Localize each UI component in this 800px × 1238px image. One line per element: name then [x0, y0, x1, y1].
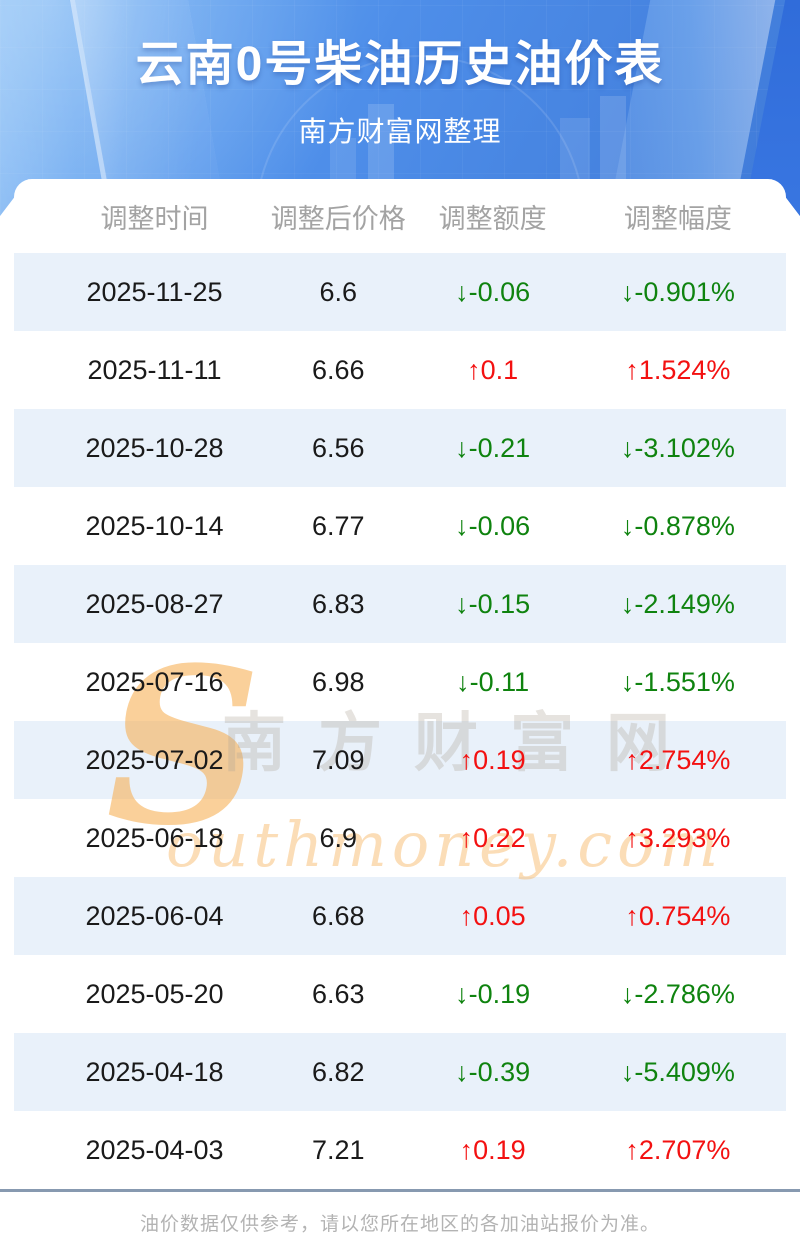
date-cell: 2025-07-02: [85, 744, 224, 775]
rate-cell: ↓-0.878%: [620, 510, 735, 541]
table-header-row: 调整时间 调整后价格 调整额度 调整幅度: [14, 179, 786, 253]
date-cell: 2025-05-20: [85, 978, 224, 1009]
date-cell: 2025-08-27: [85, 588, 224, 619]
rate-cell: ↓-2.786%: [620, 978, 735, 1009]
table-rows: 2025-11-25 6.6 ↓-0.06 ↓-0.901% 2025-11-1…: [14, 253, 786, 1189]
price-cell: 6.68: [311, 900, 365, 931]
table-row: 2025-11-11 6.66 ↑0.1 ↑1.524%: [14, 331, 786, 409]
rate-cell: ↑1.524%: [625, 354, 731, 385]
table-row: 2025-06-04 6.68 ↑0.05 ↑0.754%: [14, 877, 786, 955]
date-cell: 2025-11-25: [86, 276, 223, 307]
rate-cell: ↓-5.409%: [620, 1056, 735, 1087]
table-row: 2025-10-14 6.77 ↓-0.06 ↓-0.878%: [14, 487, 786, 565]
rate-cell: ↑3.293%: [625, 822, 731, 853]
date-cell: 2025-11-11: [87, 354, 222, 385]
price-cell: 6.82: [311, 1056, 365, 1087]
change-cell: ↓-0.06: [455, 276, 531, 307]
table-row: 2025-04-18 6.82 ↓-0.39 ↓-5.409%: [14, 1033, 786, 1111]
table-row: 2025-04-03 7.21 ↑0.19 ↑2.707%: [14, 1111, 786, 1189]
rate-cell: ↑2.754%: [625, 744, 731, 775]
table-row: 2025-07-16 6.98 ↓-0.11 ↓-1.551%: [14, 643, 786, 721]
table-row: 2025-10-28 6.56 ↓-0.21 ↓-3.102%: [14, 409, 786, 487]
date-cell: 2025-07-16: [85, 666, 224, 697]
column-header-date: 调整时间: [100, 203, 209, 234]
date-cell: 2025-04-03: [85, 1134, 224, 1165]
table-row: 2025-08-27 6.83 ↓-0.15 ↓-2.149%: [14, 565, 786, 643]
rate-cell: ↑2.707%: [625, 1134, 731, 1165]
rate-cell: ↓-2.149%: [620, 588, 735, 619]
footer-note: 油价数据仅供参考，请以您所在地区的各加油站报价为准。: [139, 1214, 660, 1235]
price-cell: 6.66: [311, 354, 365, 385]
rate-cell: ↓-1.551%: [620, 666, 735, 697]
date-cell: 2025-10-28: [85, 432, 224, 463]
rate-cell: ↑0.754%: [625, 900, 731, 931]
banner: 云南0号柴油历史油价表 南方财富网整理: [0, 0, 800, 216]
change-cell: ↓-0.15: [455, 588, 531, 619]
page-title: 云南0号柴油历史油价表: [135, 38, 665, 91]
column-header-price: 调整后价格: [270, 203, 406, 234]
change-cell: ↓-0.19: [455, 978, 531, 1009]
price-cell: 6.77: [311, 510, 365, 541]
footer-divider: [0, 1189, 800, 1192]
rate-cell: ↓-0.901%: [620, 276, 735, 307]
price-cell: 6.98: [311, 666, 365, 697]
column-header-rate: 调整幅度: [623, 203, 732, 234]
change-cell: ↓-0.11: [456, 666, 530, 697]
table-row: 2025-05-20 6.63 ↓-0.19 ↓-2.786%: [14, 955, 786, 1033]
price-cell: 6.6: [319, 276, 357, 307]
price-cell: 7.09: [311, 744, 365, 775]
change-cell: ↑0.05: [459, 900, 526, 931]
price-cell: 6.83: [311, 588, 365, 619]
page-subtitle: 南方财富网整理: [298, 116, 502, 147]
change-cell: ↓-0.39: [455, 1056, 531, 1087]
change-cell: ↑0.22: [459, 822, 526, 853]
change-cell: ↑0.19: [459, 1134, 526, 1165]
date-cell: 2025-06-18: [85, 822, 224, 853]
price-cell: 6.56: [311, 432, 365, 463]
change-cell: ↓-0.21: [455, 432, 531, 463]
date-cell: 2025-04-18: [85, 1056, 224, 1087]
change-cell: ↑0.1: [467, 354, 519, 385]
rate-cell: ↓-3.102%: [620, 432, 735, 463]
price-cell: 6.63: [311, 978, 365, 1009]
change-cell: ↓-0.06: [455, 510, 531, 541]
table-row: 2025-06-18 6.9 ↑0.22 ↑3.293%: [14, 799, 786, 877]
price-cell: 6.9: [319, 822, 357, 853]
date-cell: 2025-10-14: [85, 510, 224, 541]
table-row: 2025-07-02 7.09 ↑0.19 ↑2.754%: [14, 721, 786, 799]
column-header-change: 调整额度: [438, 203, 547, 234]
date-cell: 2025-06-04: [85, 900, 224, 931]
change-cell: ↑0.19: [459, 744, 526, 775]
price-cell: 7.21: [311, 1134, 365, 1165]
table-row: 2025-11-25 6.6 ↓-0.06 ↓-0.901%: [14, 253, 786, 331]
price-table-card: 调整时间 调整后价格 调整额度 调整幅度 2025-11-25 6.6 ↓-0.…: [14, 179, 786, 1189]
